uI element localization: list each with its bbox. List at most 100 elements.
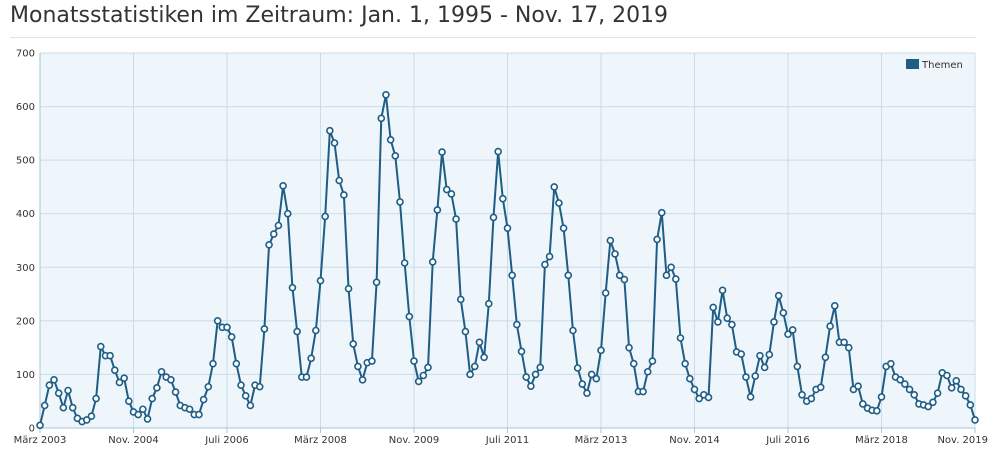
- data-point[interactable]: [611, 250, 619, 258]
- data-point[interactable]: [798, 390, 806, 399]
- data-point[interactable]: [372, 278, 381, 287]
- data-point[interactable]: [321, 212, 329, 221]
- data-point[interactable]: [751, 372, 760, 380]
- data-point[interactable]: [302, 373, 311, 381]
- data-point[interactable]: [326, 126, 334, 135]
- data-point[interactable]: [929, 398, 937, 407]
- data-point[interactable]: [606, 236, 615, 245]
- data-point[interactable]: [952, 377, 961, 385]
- data-point[interactable]: [484, 299, 493, 308]
- data-point[interactable]: [840, 338, 848, 347]
- data-point[interactable]: [419, 371, 428, 380]
- data-point[interactable]: [508, 271, 516, 280]
- data-point[interactable]: [424, 363, 432, 372]
- data-point[interactable]: [171, 388, 180, 396]
- data-point[interactable]: [793, 362, 802, 371]
- data-point[interactable]: [587, 370, 596, 379]
- data-point[interactable]: [433, 206, 442, 214]
- data-point[interactable]: [349, 340, 358, 348]
- data-point[interactable]: [428, 258, 437, 266]
- data-point[interactable]: [901, 380, 909, 388]
- data-point[interactable]: [779, 309, 788, 317]
- data-point[interactable]: [910, 390, 919, 399]
- data-point[interactable]: [227, 333, 236, 341]
- data-point[interactable]: [522, 373, 531, 381]
- data-point[interactable]: [742, 373, 750, 381]
- data-point[interactable]: [396, 198, 404, 206]
- data-point[interactable]: [517, 347, 526, 356]
- data-point[interactable]: [386, 135, 395, 144]
- data-point[interactable]: [213, 317, 222, 325]
- data-point[interactable]: [452, 215, 460, 223]
- data-point[interactable]: [185, 405, 194, 414]
- data-point[interactable]: [293, 327, 301, 336]
- data-point[interactable]: [466, 370, 474, 379]
- data-point[interactable]: [788, 326, 797, 334]
- data-point[interactable]: [45, 381, 54, 389]
- data-point[interactable]: [947, 384, 956, 392]
- chart-legend[interactable]: Themen: [902, 56, 968, 72]
- data-point[interactable]: [695, 394, 703, 403]
- data-point[interactable]: [541, 260, 549, 269]
- data-point[interactable]: [68, 403, 77, 412]
- data-point[interactable]: [887, 359, 895, 368]
- data-point[interactable]: [40, 401, 49, 410]
- data-point[interactable]: [844, 343, 853, 352]
- data-point[interactable]: [143, 415, 152, 423]
- data-point[interactable]: [115, 378, 124, 387]
- data-point[interactable]: [223, 323, 231, 332]
- data-point[interactable]: [559, 224, 568, 232]
- data-point[interactable]: [531, 370, 540, 379]
- data-point[interactable]: [681, 359, 689, 368]
- data-point[interactable]: [601, 289, 610, 297]
- data-point[interactable]: [765, 350, 774, 359]
- data-point[interactable]: [966, 401, 975, 409]
- data-point[interactable]: [662, 271, 671, 280]
- data-point[interactable]: [344, 284, 353, 293]
- data-point[interactable]: [87, 412, 96, 421]
- data-point[interactable]: [139, 405, 147, 414]
- data-point[interactable]: [573, 364, 582, 372]
- data-point[interactable]: [545, 252, 554, 261]
- data-point[interactable]: [550, 183, 559, 191]
- data-point[interactable]: [246, 401, 255, 410]
- data-point[interactable]: [690, 385, 699, 394]
- data-point[interactable]: [629, 359, 638, 368]
- data-point[interactable]: [269, 230, 278, 238]
- data-point[interactable]: [120, 374, 128, 382]
- data-point[interactable]: [671, 275, 680, 283]
- data-point[interactable]: [746, 393, 755, 401]
- data-point[interactable]: [283, 209, 292, 218]
- data-point[interactable]: [816, 383, 825, 392]
- data-point[interactable]: [255, 382, 264, 391]
- data-point[interactable]: [971, 416, 979, 424]
- data-point[interactable]: [653, 235, 661, 244]
- data-point[interactable]: [195, 410, 203, 419]
- data-point[interactable]: [59, 403, 68, 412]
- data-point[interactable]: [961, 392, 970, 400]
- data-point[interactable]: [494, 147, 502, 156]
- data-point[interactable]: [382, 90, 390, 99]
- data-point[interactable]: [340, 191, 348, 199]
- data-point[interactable]: [499, 194, 507, 203]
- data-point[interactable]: [905, 385, 914, 394]
- data-point[interactable]: [503, 224, 512, 232]
- data-point[interactable]: [583, 389, 591, 397]
- data-point[interactable]: [157, 367, 166, 376]
- data-point[interactable]: [933, 389, 942, 397]
- data-point[interactable]: [106, 351, 114, 360]
- data-point[interactable]: [391, 152, 400, 160]
- data-point[interactable]: [648, 357, 657, 365]
- data-point[interactable]: [830, 302, 839, 310]
- data-point[interactable]: [461, 327, 470, 336]
- data-point[interactable]: [639, 387, 647, 396]
- data-point[interactable]: [64, 386, 72, 395]
- data-point[interactable]: [760, 363, 769, 372]
- data-point[interactable]: [330, 139, 339, 147]
- data-point[interactable]: [153, 384, 161, 392]
- data-point[interactable]: [513, 320, 521, 329]
- data-point[interactable]: [354, 362, 362, 371]
- data-point[interactable]: [592, 374, 601, 383]
- data-point[interactable]: [564, 271, 573, 280]
- data-point[interactable]: [643, 367, 652, 376]
